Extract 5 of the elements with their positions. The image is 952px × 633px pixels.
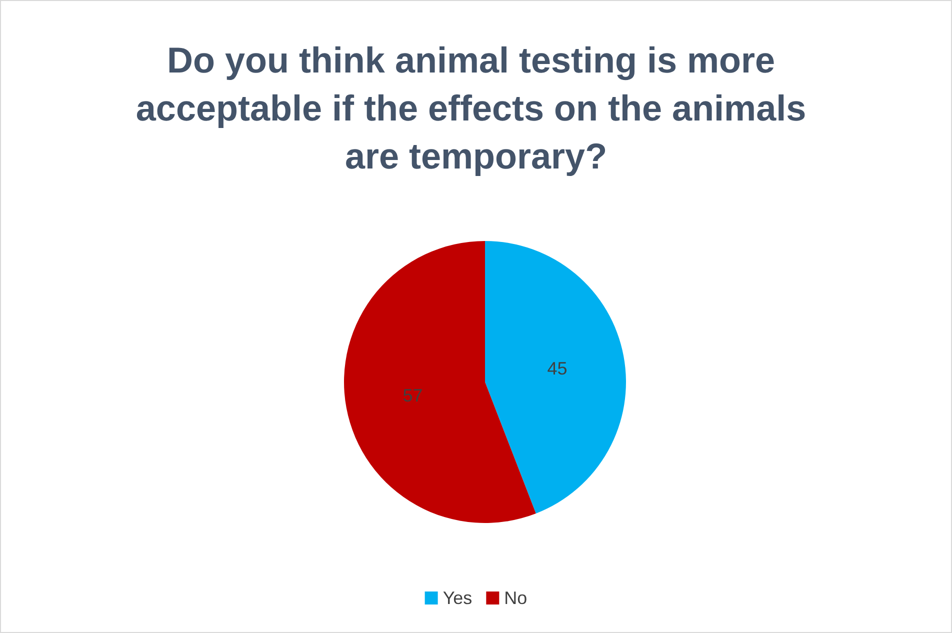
data-label: 57 xyxy=(402,386,423,406)
legend-label: No xyxy=(504,588,528,608)
chart-title: Do you think animal testing is more acceptable if the effects on the animals are temporary? xyxy=(136,40,816,176)
data-label: 45 xyxy=(547,358,568,378)
legend-label: Yes xyxy=(442,588,472,608)
